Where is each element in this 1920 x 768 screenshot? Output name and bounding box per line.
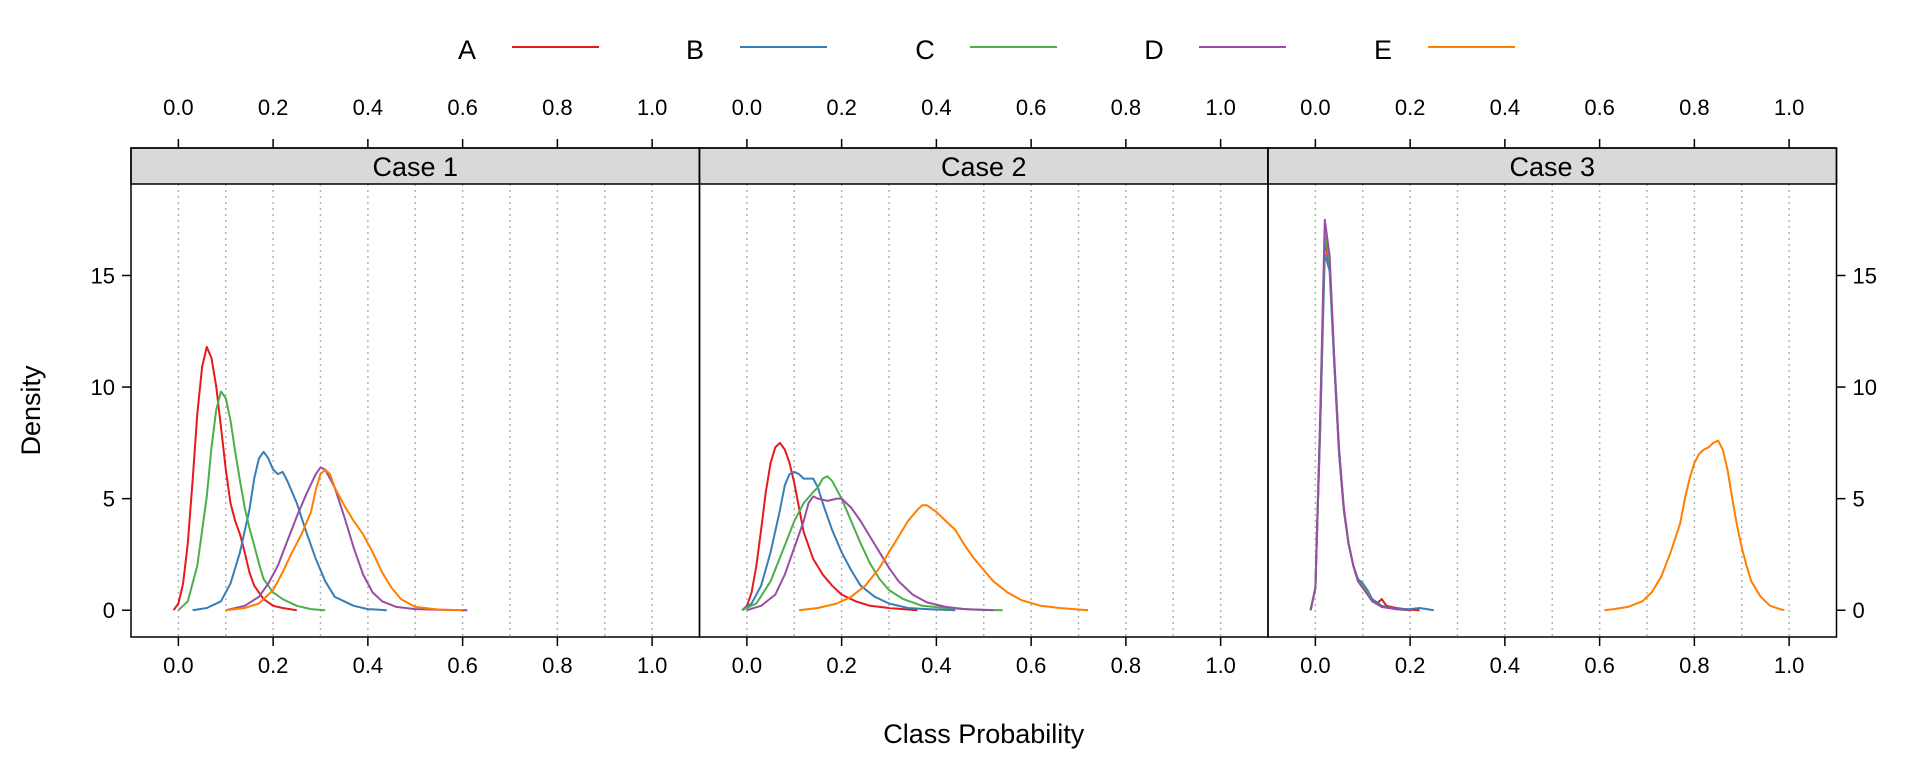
x-tick-label-bottom: 0.4: [921, 653, 952, 678]
x-tick-label-bottom: 0.6: [447, 653, 478, 678]
panel-1: Case 1 0.0 0.0 0.2 0.2 0.4 0.4 0.6 0.6 0.8 0.8 1.0 1…: [130, 95, 701, 678]
x-tick-label-top: 0.8: [542, 95, 573, 120]
legend-item-C: C: [915, 35, 1057, 65]
y-tick-label-right: 0: [1853, 598, 1865, 623]
series-line-E: [1604, 439, 1785, 612]
series-line-B: [741, 470, 956, 612]
x-tick-label-bottom: 0.8: [1111, 653, 1142, 678]
x-tick-label-top: 0.2: [258, 95, 289, 120]
y-tick-label-right: 10: [1853, 375, 1877, 400]
panel-3: Case 3 0.0 0.0 0.2 0.2 0.4 0.4 0.6 0.6 0.8 0.8 1.0 1…: [1267, 95, 1838, 678]
panel-title: Case 1: [372, 152, 458, 182]
x-tick-label-top: 0.6: [1016, 95, 1047, 120]
series-line-A: [1309, 241, 1420, 612]
x-tick-label-bottom: 0.8: [542, 653, 573, 678]
legend-item-D: D: [1144, 35, 1286, 65]
series-line-A: [172, 345, 297, 612]
y-tick-label-left: 0: [103, 598, 115, 623]
series-line-B: [192, 450, 387, 612]
y-axis: 0 0 5 5 10 10 15 15: [91, 263, 1877, 623]
x-tick-label-bottom: 1.0: [1774, 653, 1805, 678]
x-tick-label-top: 0.4: [1490, 95, 1521, 120]
series-line-B: [1309, 252, 1434, 612]
x-tick-label-top: 1.0: [637, 95, 668, 120]
legend-label: D: [1144, 35, 1164, 65]
series-line-C: [1309, 234, 1411, 612]
series-line-E: [798, 504, 1089, 612]
legend-label: B: [686, 35, 704, 65]
x-axis-title: Class Probability: [883, 719, 1085, 749]
x-tick-label-top: 0.0: [1300, 95, 1331, 120]
x-tick-label-top: 0.0: [732, 95, 763, 120]
legend-label: E: [1374, 35, 1392, 65]
panel-title: Case 2: [941, 152, 1027, 182]
x-tick-label-bottom: 0.0: [1300, 653, 1331, 678]
x-tick-label-bottom: 0.6: [1584, 653, 1615, 678]
x-tick-label-top: 0.6: [1584, 95, 1615, 120]
series-line-C: [177, 390, 326, 612]
x-tick-label-bottom: 0.8: [1679, 653, 1710, 678]
series-line-E: [225, 468, 463, 612]
panel-2: Case 2 0.0 0.0 0.2 0.2 0.4 0.4 0.6 0.6 0.8 0.8 1.0 1…: [698, 95, 1269, 678]
y-tick-label-left: 5: [103, 487, 115, 512]
y-tick-label-right: 5: [1853, 487, 1865, 512]
series-line-D: [225, 466, 468, 612]
y-tick-label-right: 15: [1853, 263, 1877, 288]
x-tick-label-top: 0.8: [1111, 95, 1142, 120]
y-tick-label-left: 10: [91, 375, 115, 400]
legend-item-B: B: [686, 35, 827, 65]
panel-border: [1267, 147, 1838, 638]
y-axis-title: Density: [16, 365, 46, 456]
x-tick-label-bottom: 0.0: [732, 653, 763, 678]
x-tick-label-top: 0.4: [921, 95, 952, 120]
x-tick-label-bottom: 1.0: [637, 653, 668, 678]
x-tick-label-bottom: 1.0: [1205, 653, 1236, 678]
x-tick-label-bottom: 0.4: [1490, 653, 1521, 678]
x-tick-label-bottom: 0.0: [163, 653, 194, 678]
x-tick-label-bottom: 0.6: [1016, 653, 1047, 678]
x-tick-label-top: 0.2: [1395, 95, 1426, 120]
x-tick-label-top: 0.8: [1679, 95, 1710, 120]
series-line-C: [741, 475, 1003, 612]
x-tick-label-bottom: 0.2: [258, 653, 289, 678]
chart-legend: A B C D E: [458, 35, 1515, 65]
legend-label: C: [915, 35, 935, 65]
panel-title: Case 3: [1509, 152, 1595, 182]
x-tick-label-top: 0.4: [353, 95, 384, 120]
series-line-D: [1309, 218, 1411, 612]
x-tick-label-top: 1.0: [1774, 95, 1805, 120]
panel-strip: [130, 147, 701, 185]
x-tick-label-bottom: 0.2: [1395, 653, 1426, 678]
series-line-D: [746, 495, 994, 612]
legend-label: A: [458, 35, 476, 65]
panel-strip: [698, 147, 1269, 185]
x-tick-label-top: 1.0: [1205, 95, 1236, 120]
x-tick-label-bottom: 0.2: [826, 653, 857, 678]
x-tick-label-top: 0.2: [826, 95, 857, 120]
y-tick-label-left: 15: [91, 263, 115, 288]
x-tick-label-top: 0.0: [163, 95, 194, 120]
x-tick-label-top: 0.6: [447, 95, 478, 120]
x-tick-label-bottom: 0.4: [353, 653, 384, 678]
chart-panels: Case 1 0.0 0.0 0.2 0.2 0.4 0.4 0.6 0.6 0.8 0.8 1.0 1…: [91, 95, 1877, 678]
legend-item-A: A: [458, 35, 599, 65]
legend-item-E: E: [1374, 35, 1515, 65]
